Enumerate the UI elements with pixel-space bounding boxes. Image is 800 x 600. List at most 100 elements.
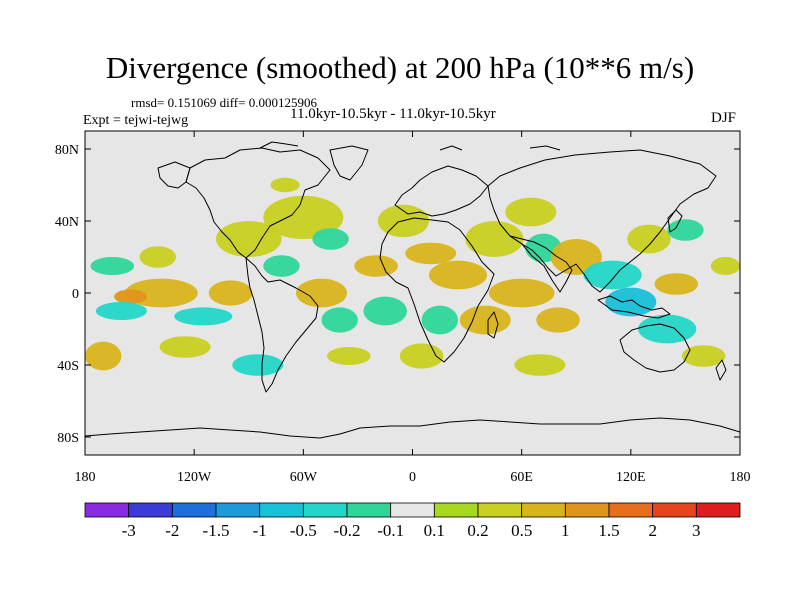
- lon-label: 120W: [177, 470, 212, 485]
- divergence-blob: [159, 336, 211, 358]
- colorbar-label: -0.1: [377, 521, 404, 540]
- colorbar-swatch: [652, 502, 697, 518]
- divergence-blob: [216, 221, 282, 257]
- divergence-blob: [514, 354, 566, 376]
- divergence-blob: [296, 278, 347, 308]
- coast-australia: [619, 323, 691, 373]
- divergence-blob: [505, 197, 557, 227]
- divergence-blob: [405, 242, 457, 265]
- lat-label: 0: [72, 287, 79, 302]
- coast-india: [509, 235, 573, 293]
- coast-greenland: [329, 145, 369, 181]
- coast-north-america: [185, 147, 331, 259]
- experiment-text: Expt = tejwi-tejwg: [83, 113, 189, 128]
- divergence-blob: [399, 343, 444, 369]
- divergence-blob: [232, 354, 284, 376]
- season-text: DJF: [711, 110, 737, 126]
- colorbar-label: -1: [253, 521, 267, 540]
- colorbar-swatch: [477, 502, 523, 518]
- divergence-blob: [327, 347, 371, 365]
- divergence-blob: [174, 307, 233, 326]
- colorbar-label: 3: [692, 521, 701, 540]
- divergence-blob: [90, 257, 135, 275]
- coast-madagascar: [487, 311, 499, 339]
- colorbar-label: 2: [648, 521, 657, 540]
- divergence-blob: [263, 255, 300, 277]
- colorbar-swatch: [433, 502, 479, 518]
- coast-japan: [667, 209, 683, 233]
- divergence-blob: [354, 255, 398, 277]
- divergence-blob: [550, 239, 602, 275]
- colorbar-swatch: [128, 502, 173, 518]
- colorbar-swatch: [564, 502, 610, 518]
- colorbar-swatch: [259, 502, 304, 518]
- coast-indonesia: [597, 295, 671, 319]
- lat-label: 80N: [55, 143, 79, 158]
- coast-new-zealand: [715, 359, 727, 381]
- coast-arctic-islands: [259, 141, 561, 151]
- lat-label: 40S: [57, 359, 79, 374]
- divergence-blob: [321, 307, 358, 333]
- divergence-blob: [465, 221, 524, 257]
- colorbar-label: 0.2: [467, 521, 488, 540]
- colorbar-label: 1.5: [598, 521, 619, 540]
- colorbar-swatch: [608, 502, 654, 518]
- coast-alaska: [157, 161, 191, 189]
- colorbar-label: -1.5: [203, 521, 230, 540]
- lon-label: 180: [730, 470, 751, 485]
- divergence-blob: [421, 305, 458, 335]
- divergence-blob: [85, 341, 122, 371]
- colorbar-label: 0.1: [424, 521, 445, 540]
- lat-label: 40N: [55, 215, 79, 230]
- latitude-axis: 80N 40N 0 40S 80S: [55, 143, 740, 446]
- lon-label: 0: [409, 470, 416, 485]
- divergence-blob: [428, 260, 488, 290]
- period-text: 11.0kyr-10.5kyr - 11.0kyr-10.5kyr: [290, 106, 496, 122]
- colorbar-swatch: [171, 502, 217, 518]
- divergence-blob: [654, 273, 699, 295]
- colorbar-swatch: [84, 502, 130, 518]
- divergence-blob: [95, 302, 147, 320]
- coast-asia: [487, 149, 717, 293]
- lon-label: 180: [75, 470, 96, 485]
- divergence-blob: [114, 289, 147, 304]
- divergence-blob: [263, 195, 344, 239]
- coast-antarctica: [85, 417, 740, 439]
- plot-title: Divergence (smoothed) at 200 hPa (10**6 …: [105, 50, 695, 85]
- coast-south-america: [245, 257, 319, 393]
- coast-africa: [379, 217, 495, 363]
- colorbar-label: -2: [165, 521, 179, 540]
- lon-label: 60E: [510, 470, 533, 485]
- divergence-blob: [363, 296, 408, 326]
- divergence-blob: [710, 257, 740, 275]
- colorbar-swatch: [695, 502, 741, 518]
- colorbar-label: -3: [122, 521, 136, 540]
- divergence-blob: [681, 345, 726, 367]
- divergence-blob: [605, 287, 657, 317]
- divergence-blob: [536, 307, 580, 333]
- coastlines: [85, 141, 740, 439]
- colorbar-swatch: [390, 502, 435, 518]
- colorbar-label: 1: [561, 521, 570, 540]
- divergence-blob: [312, 228, 349, 250]
- divergence-blob: [638, 314, 697, 344]
- colorbar-swatch: [302, 502, 348, 518]
- lat-label: 80S: [57, 431, 79, 446]
- colorbar-swatch: [346, 502, 392, 518]
- divergence-blob: [459, 305, 511, 335]
- divergence-blob: [270, 177, 300, 193]
- divergence-blob: [208, 280, 253, 306]
- colorbar: -3 -2 -1.5 -1 -0.5 -0.2 -0.1 0.1 0.2 0.5 1 1.5 2 3: [84, 502, 741, 540]
- colorbar-swatch: [521, 502, 566, 518]
- divergence-blob: [627, 224, 671, 254]
- divergence-blob: [488, 278, 555, 308]
- stats-text: rmsd= 0.151069 diff= 0.000125906: [131, 95, 317, 110]
- divergence-blob: [139, 246, 176, 268]
- divergence-blob: [667, 219, 704, 241]
- lon-label: 120E: [616, 470, 646, 485]
- divergence-blob: [583, 260, 642, 290]
- colorbar-label: -0.2: [334, 521, 361, 540]
- colorbar-label: -0.5: [290, 521, 317, 540]
- lon-label: 60W: [290, 470, 318, 485]
